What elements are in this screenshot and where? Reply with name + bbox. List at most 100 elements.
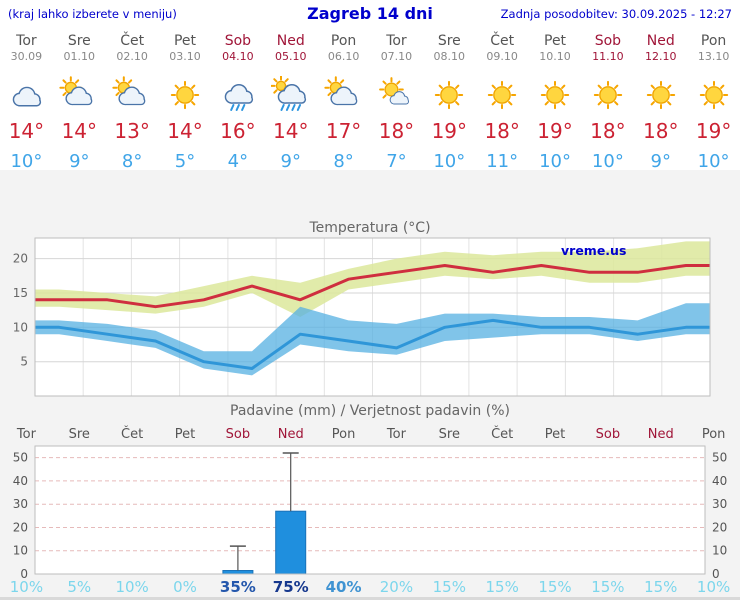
forecast-day-column: Ned 12.10 18° 9°	[634, 28, 687, 173]
svg-text:10: 10	[13, 320, 28, 334]
precipitation-chart-title: Padavine (mm) / Verjetnost padavin (%)	[230, 403, 510, 419]
forecast-strip: Tor 30.09 14° 10° Sre 01.10 14° 9° Čet 02.10 13° 8°…	[0, 28, 740, 173]
min-temperature: 4°	[227, 151, 249, 173]
max-temp-line	[35, 264, 710, 309]
precip-day-label: Pet	[174, 427, 196, 442]
day-date: 02.10	[116, 50, 148, 64]
svg-text:20: 20	[712, 521, 727, 535]
precip-day-label: Sob	[595, 427, 621, 442]
day-name: Čet	[120, 33, 145, 49]
min-temperature: 10°	[539, 151, 571, 173]
svg-text:40: 40	[13, 474, 28, 488]
precip-probability: 5%	[67, 578, 92, 596]
day-date: 01.10	[63, 50, 96, 64]
sunny-icon	[699, 81, 728, 110]
day-date: 03.10	[169, 50, 201, 64]
forecast-day-column: Pon 06.10 17° 8°	[317, 28, 370, 173]
svg-text:50: 50	[712, 451, 727, 465]
max-temperature: 16°	[220, 119, 256, 144]
last-update-text: Zadnja posodobitev: 30.09.2025 - 12:27	[500, 7, 732, 21]
sunny-icon	[540, 81, 570, 110]
page-title: Zagreb 14 dni	[307, 4, 433, 23]
forecast-day-column: Tor 07.10 18° 7°	[370, 28, 423, 172]
max-temperature: 14°	[273, 119, 309, 144]
svg-text:15: 15	[13, 286, 28, 300]
precip-probability: 15%	[591, 578, 625, 596]
weather-icon-wrap	[106, 75, 159, 115]
svg-text:10: 10	[13, 544, 28, 558]
weather-icon-wrap	[53, 75, 106, 115]
precip-probability: 0%	[173, 578, 197, 596]
max-temperature: 19°	[537, 119, 573, 144]
forecast-day-column: Sre 01.10 14° 9°	[53, 28, 106, 172]
day-name: Tor	[16, 33, 37, 49]
svg-text:40: 40	[712, 474, 727, 488]
max-temperature: 18°	[378, 119, 415, 144]
day-name: Sre	[67, 33, 91, 49]
forecast-day-column: Pon 13.10 19° 10°	[687, 28, 740, 172]
weather-icon-wrap	[529, 75, 582, 115]
precip-probability: 40%	[325, 578, 362, 596]
forecast-day-column: Čet 09.10 18° 11°	[476, 28, 529, 172]
weather-icon-wrap	[211, 75, 264, 115]
svg-text:5: 5	[20, 355, 28, 369]
precip-day-label: Pet	[544, 427, 566, 442]
precip-probability: 10%	[9, 578, 44, 596]
max-temperature: 18°	[484, 119, 520, 144]
svg-text:30: 30	[13, 497, 28, 511]
forecast-day-column: Čet 02.10 13° 8°	[106, 28, 159, 172]
svg-text:20: 20	[13, 521, 28, 535]
precipitation-bar	[275, 510, 307, 575]
max-temperature: 13°	[114, 119, 150, 144]
precip-probability: 10%	[696, 578, 731, 596]
day-date: 06.10	[327, 50, 360, 64]
precip-day-label: Ned	[647, 427, 674, 442]
location-menu-note: (kraj lahko izberete v meniju)	[8, 7, 177, 21]
svg-text:0: 0	[20, 567, 28, 578]
day-date: 08.10	[433, 50, 466, 64]
partly-cloudy-icon	[59, 76, 93, 106]
min-temperature: 10°	[10, 151, 43, 173]
weather-icon-wrap	[581, 75, 634, 115]
min-temperature: 9°	[280, 151, 301, 173]
precip-probability: 20%	[379, 578, 414, 596]
day-name: Pet	[173, 33, 197, 49]
forecast-day-column: Pet 03.10 14° 5°	[159, 28, 212, 173]
precip-day-label: Čet	[491, 427, 514, 442]
partly-cloudy-icon	[112, 76, 146, 106]
svg-text:10: 10	[712, 544, 727, 558]
sunny-icon	[487, 81, 517, 110]
day-name: Pon	[330, 33, 357, 49]
precipitation-chart: 0 0 10 10 20 20 30 30 40 40 50 50	[13, 445, 727, 578]
precipitation-bar	[222, 570, 254, 575]
min-temperature: 9°	[650, 151, 671, 173]
sunny-icon	[435, 81, 464, 110]
rain-showers-icon	[270, 76, 306, 112]
precip-day-label: Tor	[386, 427, 406, 442]
day-date: 05.10	[274, 50, 307, 64]
precip-day-label: Sre	[68, 427, 90, 442]
footer-strip	[0, 597, 740, 600]
forecast-day-column: Sob 11.10 18° 10°	[581, 28, 634, 172]
min-temp-band	[35, 303, 710, 376]
day-name: Tor	[386, 33, 407, 49]
precip-probability: 75%	[272, 578, 309, 596]
precip-day-label: Sob	[225, 427, 251, 442]
min-temp-line	[35, 318, 710, 370]
max-temperature: 19°	[431, 119, 468, 144]
min-temperature: 8°	[333, 151, 354, 173]
min-temperature: 5°	[174, 151, 196, 173]
precip-day-label: Pon	[331, 427, 356, 442]
max-temperature: 14°	[167, 119, 203, 144]
mostly-sunny-icon	[379, 77, 410, 105]
svg-text:0: 0	[712, 567, 720, 578]
day-name: Sre	[437, 33, 461, 49]
sunny-icon	[593, 81, 623, 110]
svg-text:30: 30	[712, 497, 727, 511]
precip-probability: 15%	[432, 578, 466, 596]
day-date: 12.10	[644, 50, 677, 64]
forecast-day-column: Sob 04.10 16° 4°	[211, 28, 264, 173]
weather-icon-wrap	[317, 75, 370, 115]
day-date: 09.10	[486, 50, 518, 64]
precip-probability: 15%	[644, 578, 678, 596]
